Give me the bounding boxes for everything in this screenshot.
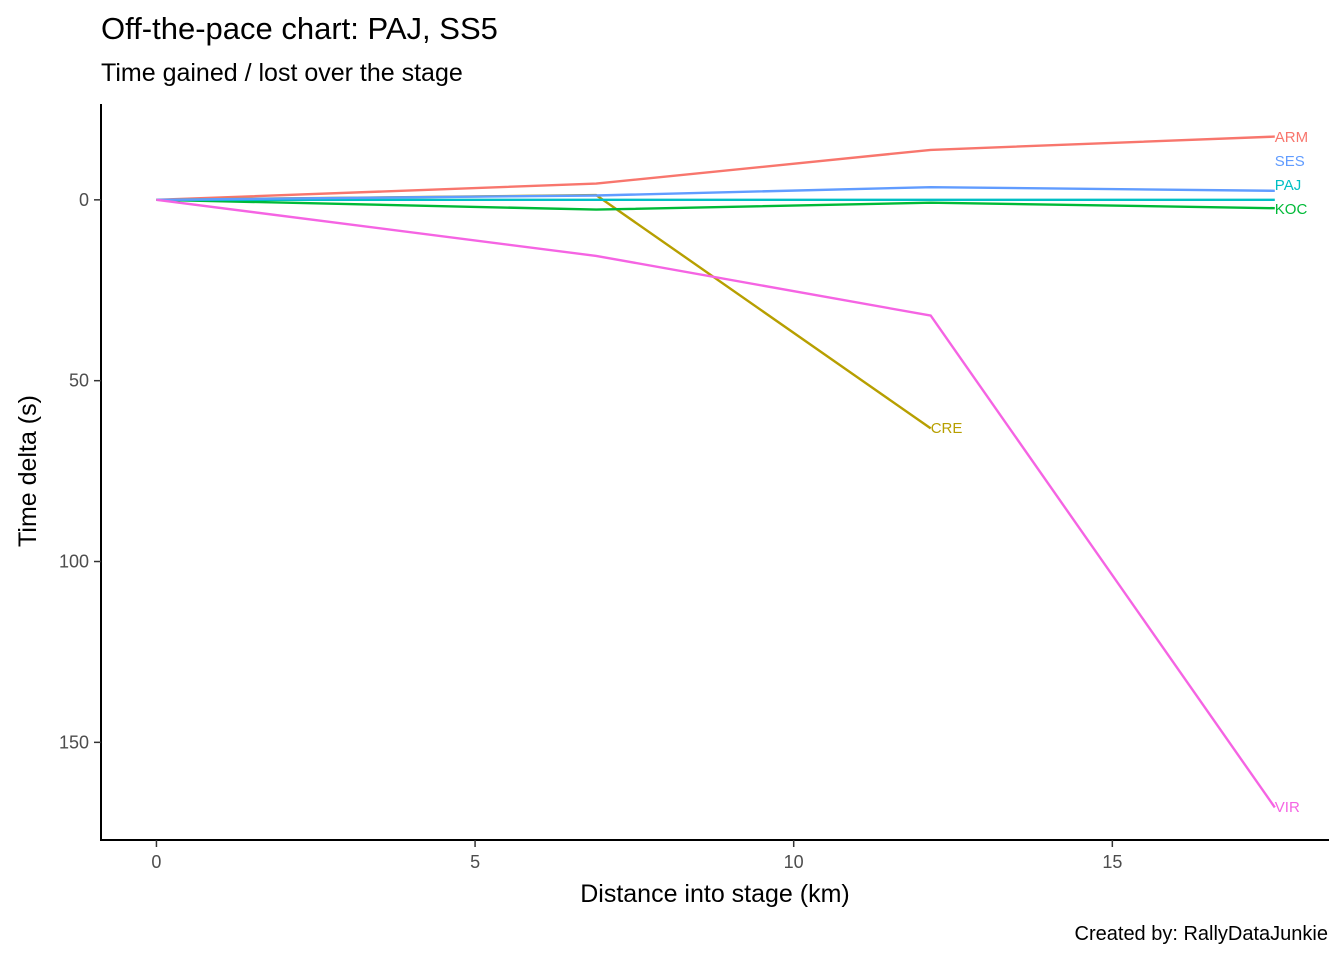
chart-caption: Created by: RallyDataJunkie [1074, 923, 1328, 945]
y-tick-label: 100 [59, 552, 89, 572]
x-tick-label: 15 [1102, 852, 1122, 872]
series-lines [156, 135, 1276, 809]
x-tick-label: 5 [470, 852, 480, 872]
series-line-koc [156, 198, 1275, 211]
end-label-vir: VIR [1275, 799, 1300, 816]
series-line-vir [156, 198, 1276, 809]
y-tick-label: 150 [59, 732, 89, 752]
chart-subtitle: Time gained / lost over the stage [101, 59, 463, 87]
x-axis-title: Distance into stage (km) [580, 880, 850, 908]
y-tick-label: 50 [69, 371, 89, 391]
y-axis-title: Time delta (s) [14, 395, 42, 547]
end-label-paj: PAJ [1275, 177, 1301, 194]
x-tick-label: 0 [151, 852, 161, 872]
x-axis-ticks: 0 5 10 15 [151, 840, 1122, 872]
chart-title: Off-the-pace chart: PAJ, SS5 [101, 11, 498, 46]
end-label-koc: KOC [1275, 201, 1308, 218]
y-tick-label: 0 [79, 190, 89, 210]
series-end-labels: ARM SES PAJ KOC CRE VIR [931, 129, 1308, 816]
x-tick-label: 10 [784, 852, 804, 872]
series-line-cre [156, 193, 932, 430]
end-label-cre: CRE [931, 420, 963, 437]
y-axis-ticks: 0 50 100 150 [59, 190, 101, 752]
end-label-arm: ARM [1275, 129, 1308, 146]
end-label-ses: SES [1275, 153, 1305, 170]
series-line-arm [156, 135, 1275, 201]
series-line-ses [156, 185, 1275, 201]
